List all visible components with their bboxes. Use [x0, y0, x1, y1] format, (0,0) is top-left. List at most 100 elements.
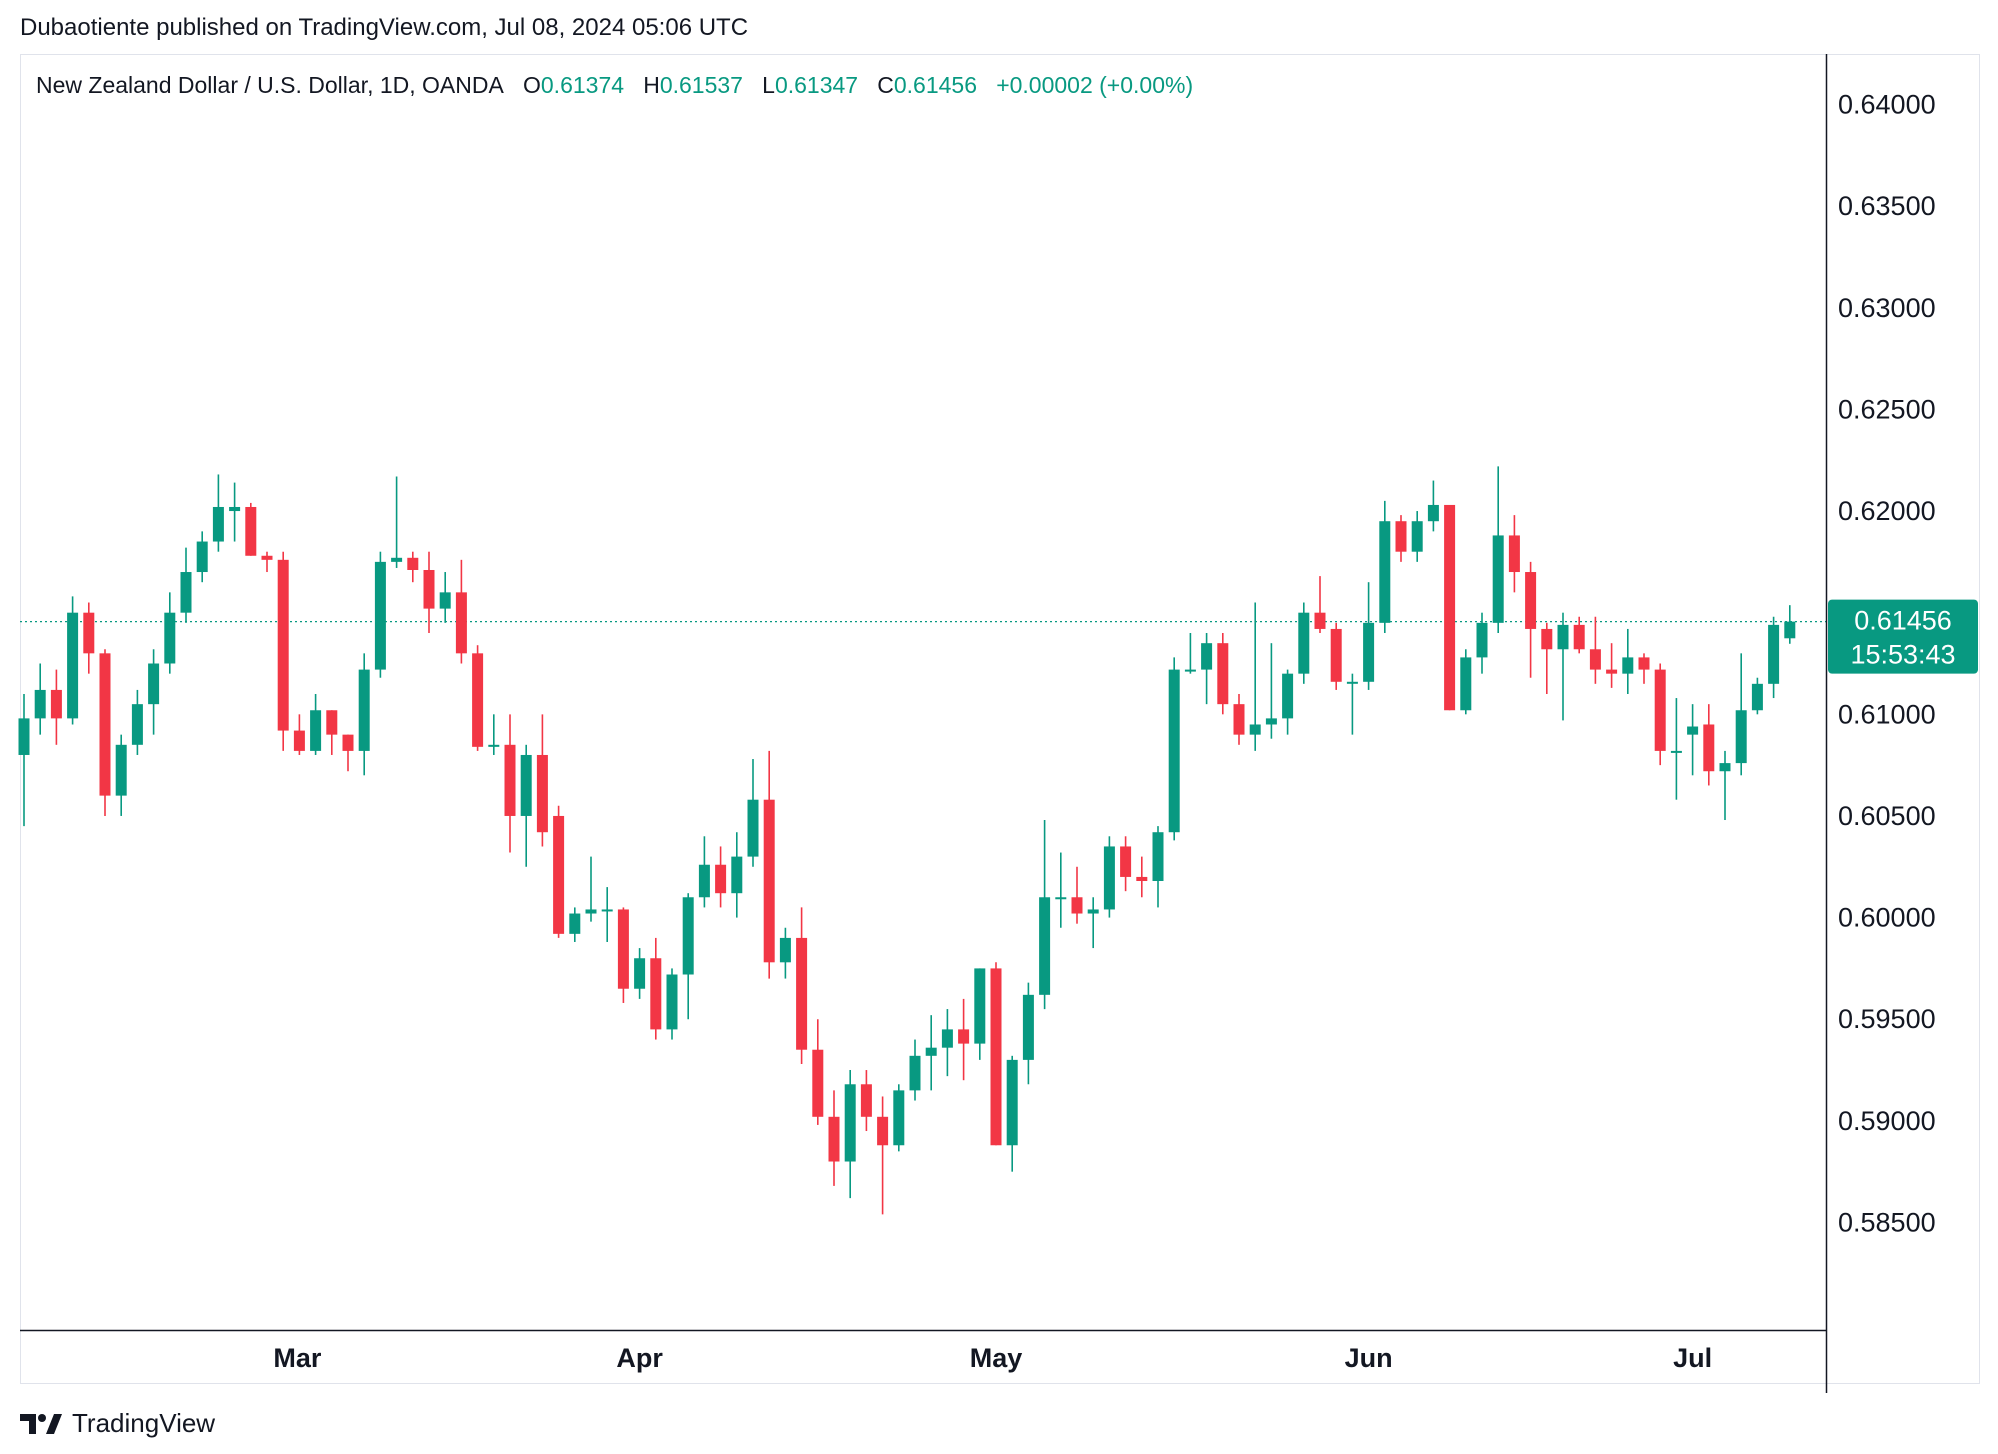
candle-body — [1687, 726, 1699, 735]
candle — [1330, 622, 1342, 690]
candle — [844, 1070, 856, 1199]
candle-body — [1703, 724, 1715, 772]
candle — [1152, 826, 1164, 908]
price-tick-label: 0.62000 — [1838, 496, 1936, 526]
candle — [18, 693, 30, 827]
candle-body — [180, 572, 192, 613]
candle — [731, 832, 743, 918]
candle-body — [941, 1029, 953, 1048]
candle-body — [650, 958, 662, 1030]
price-tick-label: 0.63000 — [1838, 293, 1936, 323]
candle-body — [1298, 612, 1310, 674]
candle — [1670, 698, 1682, 800]
candle — [1427, 480, 1439, 532]
candle — [553, 805, 565, 938]
candle — [261, 551, 273, 573]
candle — [1298, 602, 1310, 684]
candle-body — [374, 561, 386, 670]
candle — [715, 846, 727, 908]
price-tag-box — [1828, 599, 1978, 674]
candle-body — [148, 663, 160, 705]
candle — [1476, 612, 1488, 674]
candle-body — [828, 1116, 840, 1162]
candle-body — [488, 744, 500, 747]
candle-body — [698, 864, 710, 898]
candle — [925, 1015, 937, 1091]
candle-body — [196, 541, 208, 573]
candle — [585, 856, 597, 922]
candle — [1168, 657, 1180, 841]
candle — [504, 714, 516, 853]
candle — [1525, 561, 1537, 678]
price-tick-label: 0.63500 — [1838, 191, 1936, 221]
symbol-name: New Zealand Dollar / U.S. Dollar, 1D, OA… — [36, 72, 504, 98]
candle-body — [18, 718, 30, 755]
candle-body — [1249, 724, 1261, 735]
candle-body — [1395, 521, 1407, 552]
candle — [245, 502, 257, 556]
candle-body — [860, 1084, 872, 1117]
candle-body — [731, 856, 743, 894]
candle — [1411, 511, 1423, 562]
candle — [374, 551, 386, 678]
candle — [569, 907, 581, 942]
candle-body — [1282, 673, 1294, 719]
candle — [180, 547, 192, 623]
candle — [196, 531, 208, 583]
candle — [1201, 633, 1213, 705]
candle — [877, 1096, 889, 1215]
candle — [455, 559, 467, 664]
candle — [520, 744, 532, 867]
price-tick-label: 0.64000 — [1838, 90, 1936, 120]
candle-body — [423, 569, 435, 609]
candle — [601, 887, 613, 942]
candle-body — [245, 506, 257, 556]
candle — [1103, 836, 1115, 918]
candle-body — [1136, 876, 1148, 882]
footer-brand[interactable]: TradingView — [20, 1408, 215, 1439]
price-tick-label: 0.59500 — [1838, 1004, 1936, 1034]
symbol-legend[interactable]: New Zealand Dollar / U.S. Dollar, 1D, OA… — [36, 72, 1193, 99]
candle-body — [974, 968, 986, 1044]
candle-body — [1087, 909, 1099, 914]
candle-body — [391, 557, 403, 562]
candle-body — [1768, 624, 1780, 684]
price-tag: 0.61456 15:53:43 — [1828, 599, 1978, 674]
candle-body — [893, 1090, 905, 1146]
candle-body — [1379, 521, 1391, 623]
candle — [1703, 704, 1715, 786]
tradingview-logo-icon — [20, 1413, 62, 1434]
candle — [974, 968, 986, 1060]
candle-body — [925, 1047, 937, 1056]
candle — [860, 1070, 872, 1132]
candle-body — [796, 937, 808, 1050]
candle — [1217, 633, 1229, 715]
candle-body — [67, 612, 79, 719]
candle-body — [1638, 657, 1650, 670]
candle — [1071, 866, 1083, 924]
candle — [229, 482, 241, 542]
time-tick-label: Jun — [1345, 1343, 1393, 1373]
candle-body — [1622, 657, 1634, 674]
candle — [1055, 852, 1067, 928]
candle — [747, 759, 759, 867]
candle-body — [1476, 622, 1488, 658]
candle-body — [585, 909, 597, 914]
candle-body — [472, 653, 484, 747]
open-value: 0.61374 — [540, 72, 625, 98]
candle-body — [1670, 750, 1682, 753]
candle — [1022, 982, 1034, 1085]
candle-body — [229, 506, 241, 512]
candle — [617, 907, 629, 1003]
candle-body — [1573, 624, 1585, 650]
candle-body — [1411, 521, 1423, 552]
candle-body — [1719, 763, 1731, 772]
candle — [1395, 515, 1407, 562]
high-value: 0.61537 — [659, 72, 743, 98]
candle — [828, 1090, 840, 1186]
candle-body — [1022, 994, 1034, 1060]
candle — [1784, 605, 1796, 644]
candle — [1768, 616, 1780, 699]
candle — [1282, 669, 1294, 735]
